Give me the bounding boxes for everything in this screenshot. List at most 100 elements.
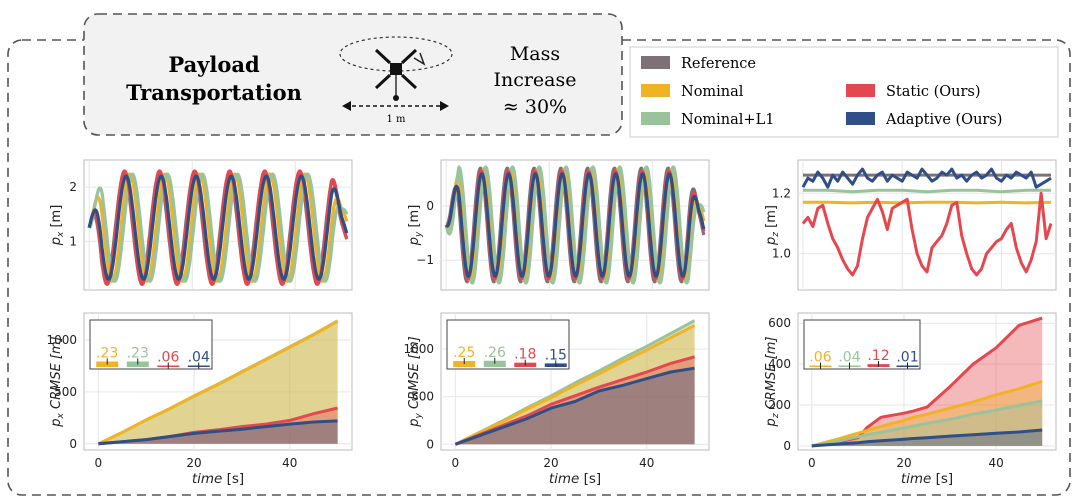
inset-value-label: .12 xyxy=(867,348,889,364)
distance-arrow-icon xyxy=(342,101,449,111)
inset-value-label: .04 xyxy=(188,350,210,366)
y-axis-label: py CRMSE [m] xyxy=(407,336,424,427)
inset-frame xyxy=(89,319,213,370)
task-title-line2: Transportation xyxy=(126,80,302,105)
series-line-nominal xyxy=(811,380,1043,448)
legend-item-adaptive: Adaptive (Ours) xyxy=(846,112,1002,128)
legend-item-static: Static (Ours) xyxy=(846,84,981,100)
legend-label-nominal: Nominal xyxy=(681,84,744,100)
inset-value-label: .15 xyxy=(545,347,567,363)
y-tick-label: 500 xyxy=(411,390,434,404)
inset-frame xyxy=(446,319,570,370)
inset-value-label: .23 xyxy=(127,345,149,361)
series-line-adaptive xyxy=(98,419,338,446)
legend-swatch-reference xyxy=(641,56,670,69)
series-area-nominal-l1 xyxy=(455,320,695,445)
x-axis-label: time [s] xyxy=(549,471,601,487)
plot-area xyxy=(83,312,353,451)
inset-bar xyxy=(483,360,506,367)
x-tick-label: 20 xyxy=(543,456,558,470)
x-tick-label: 0 xyxy=(808,456,816,470)
task-title-line1: Payload xyxy=(168,52,260,77)
inset-value-label: .04 xyxy=(838,350,860,366)
series-line-nominal-l1 xyxy=(811,399,1043,448)
y-tick-label: 1.0 xyxy=(772,247,791,261)
legend-label-nominal-l1: Nominal+L1 xyxy=(681,112,774,128)
inset-frame xyxy=(803,319,921,370)
chart-py: −1 0py [m] xyxy=(407,159,710,291)
y-tick-label: 0 xyxy=(426,199,434,213)
x-axis-label: time [s] xyxy=(901,471,953,487)
series-line-adaptive xyxy=(801,167,1052,189)
series-line-adaptive xyxy=(87,174,349,281)
series-area-nominal xyxy=(811,381,1043,446)
mass-line2: Increase xyxy=(493,69,576,91)
series-line-nominal xyxy=(454,324,696,446)
plot-content xyxy=(87,169,349,286)
series-line-nominal-l1 xyxy=(803,188,1051,194)
legend-label-adaptive: Adaptive (Ours) xyxy=(885,112,1002,128)
legend-swatch-static xyxy=(846,84,875,97)
chart-px: 1 2px [m] xyxy=(49,159,353,291)
y-tick-label: 0 xyxy=(783,439,791,453)
drone-icon xyxy=(339,36,453,101)
y-tick-label: 0 xyxy=(69,437,77,451)
series-line-nominal xyxy=(803,200,1052,205)
legend-item-nominal: Nominal xyxy=(641,84,744,100)
inset-chart: .23 .23 .06 .04 xyxy=(89,319,213,370)
series-area-static xyxy=(811,318,1043,446)
series-area-adaptive xyxy=(455,368,695,445)
y-tick-label: 1.2 xyxy=(772,186,791,200)
x-tick-label: 40 xyxy=(639,456,654,470)
series-area-nominal xyxy=(455,325,695,445)
mass-line3: ≈ 30% xyxy=(503,96,567,118)
x-tick-label: 0 xyxy=(452,456,460,470)
y-tick-label: 2 xyxy=(69,180,77,194)
y-tick-label: 600 xyxy=(768,316,791,330)
x-tick-label: 20 xyxy=(896,456,911,470)
chart-pz: 1.0 1.2 pz [m] xyxy=(764,159,1057,291)
inset-value-label: .06 xyxy=(809,350,831,366)
inset-value-label: .18 xyxy=(514,347,536,363)
plot-content xyxy=(811,316,1043,448)
inset-chart: .25 .26 .18 .15 xyxy=(446,319,570,370)
series-line-nominal xyxy=(97,319,339,446)
y-tick-label: 1000 xyxy=(46,333,77,347)
legend-label-static: Static (Ours) xyxy=(886,84,981,100)
series-line-adaptive xyxy=(444,172,706,278)
plot-content xyxy=(444,165,706,285)
mass-line1: Mass xyxy=(510,43,560,65)
series-line-adaptive xyxy=(454,366,695,446)
series-line-adaptive xyxy=(811,428,1043,448)
inset-value-label: .01 xyxy=(896,350,918,366)
y-tick-label: 0 xyxy=(426,437,434,451)
legend-label-reference: Reference xyxy=(681,56,756,72)
inset-value-label: .06 xyxy=(157,350,179,366)
legend-swatch-nominal xyxy=(641,84,670,97)
inset-value-label: .23 xyxy=(96,345,118,361)
inset-value-label: .26 xyxy=(484,345,506,361)
y-tick-label: 200 xyxy=(768,398,791,412)
y-tick-label: 1 xyxy=(69,234,77,248)
inset-chart: .06 .04 .12 .01 xyxy=(803,319,921,370)
legend-swatch-adaptive xyxy=(846,112,875,125)
legend-swatch-nominal-l1 xyxy=(641,112,670,125)
y-tick-label: 400 xyxy=(768,357,791,371)
y-axis-label: pz [m] xyxy=(764,205,781,246)
plot-content xyxy=(454,319,696,446)
y-axis-label: px CRMSE [m] xyxy=(49,336,66,427)
legend-item-nominal-l1: Nominal+L1 xyxy=(641,112,774,128)
x-tick-label: 40 xyxy=(282,456,297,470)
plot-content xyxy=(97,319,339,446)
series-line-static xyxy=(801,191,1053,277)
series-area-nominal xyxy=(98,321,338,444)
series-area-static xyxy=(98,408,338,444)
distance-label: 1 m xyxy=(386,114,406,125)
y-tick-label: −1 xyxy=(416,253,434,267)
legend-frame xyxy=(629,46,1059,138)
series-area-nominal-l1 xyxy=(98,320,338,444)
